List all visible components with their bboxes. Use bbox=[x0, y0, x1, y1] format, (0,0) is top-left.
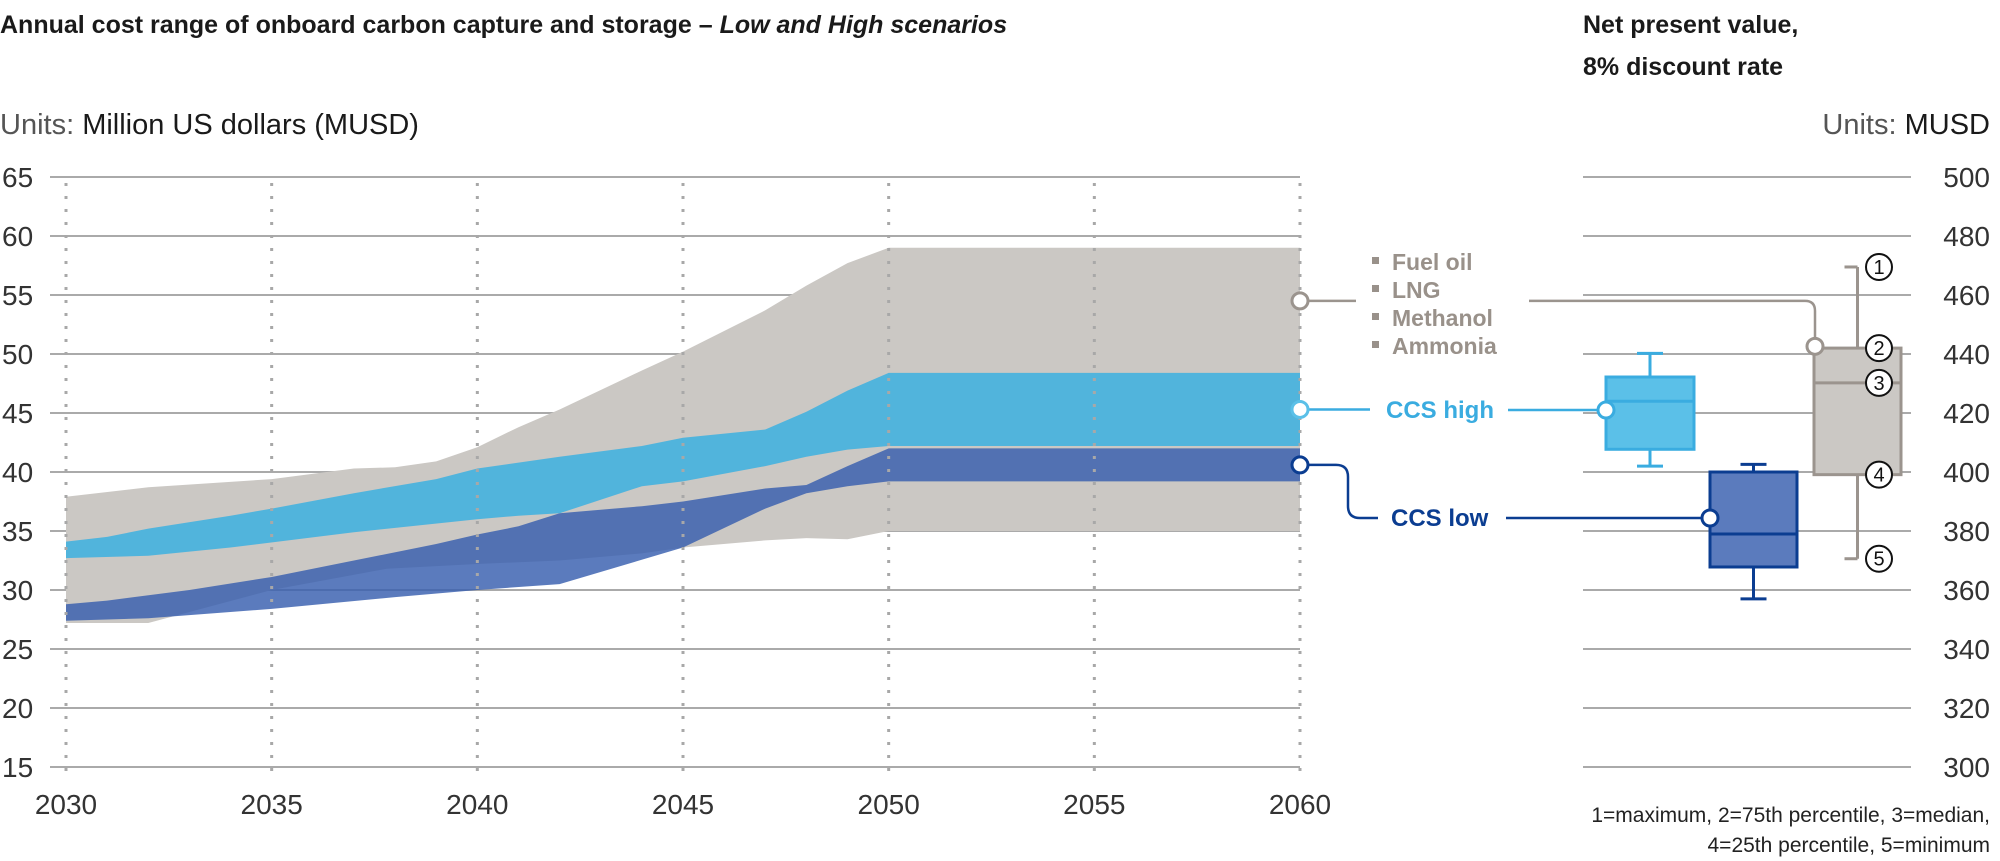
units-value: Million US dollars (MUSD) bbox=[82, 109, 419, 141]
label-ccs-high: CCS high bbox=[1386, 397, 1494, 424]
callout-dot-high bbox=[1290, 399, 1310, 419]
callout-connectors bbox=[1290, 291, 1825, 528]
vertical-dotted-gridlines bbox=[64, 183, 1302, 777]
marker-circle bbox=[1865, 334, 1893, 363]
y-tick-label: 40 bbox=[2, 457, 33, 488]
y-tick-label: 65 bbox=[2, 162, 33, 193]
x-tick-label: 2040 bbox=[446, 789, 508, 820]
bullet-icon bbox=[1372, 257, 1379, 264]
box-dot-fuel bbox=[1805, 336, 1825, 356]
callout-dot-low bbox=[1290, 455, 1310, 475]
iqr-box bbox=[1812, 346, 1903, 477]
marker-5: 5 bbox=[1865, 544, 1893, 573]
right-units: Units: MUSD bbox=[1822, 109, 1990, 141]
right-y-axis: 500 480 460 440 420 400 380 360 340 320 300 bbox=[1943, 162, 1990, 783]
y-tick-label: 30 bbox=[2, 575, 33, 606]
y-tick-label: 20 bbox=[2, 693, 33, 724]
title-italic: Low and High scenarios bbox=[720, 11, 1008, 39]
marker-3: 3 bbox=[1865, 368, 1893, 397]
units-prefix: Units: bbox=[0, 109, 82, 141]
y-tick-label: 440 bbox=[1943, 339, 1990, 370]
connector-fuel-right bbox=[1529, 299, 1817, 347]
bullet-icon bbox=[1372, 285, 1379, 292]
legend-item-ammonia: Ammonia bbox=[1392, 333, 1497, 359]
title-main: Annual cost range of onboard carbon capt… bbox=[0, 11, 720, 39]
y-tick-label: 360 bbox=[1943, 575, 1990, 606]
box-plots bbox=[1604, 265, 1903, 601]
y-tick-label: 300 bbox=[1943, 752, 1990, 783]
marker-circle bbox=[1865, 544, 1893, 573]
percentile-markers: 1 2 3 4 5 bbox=[1865, 252, 1893, 573]
y-tick-label: 380 bbox=[1943, 516, 1990, 547]
callout-dot-fuel bbox=[1290, 291, 1310, 311]
x-tick-label: 2030 bbox=[35, 789, 97, 820]
y-tick-label: 500 bbox=[1943, 162, 1990, 193]
y-tick-label: 400 bbox=[1943, 457, 1990, 488]
marker-circle bbox=[1865, 460, 1893, 489]
marker-circle bbox=[1865, 368, 1893, 397]
y-tick-label: 320 bbox=[1943, 693, 1990, 724]
left-chart-title: Annual cost range of onboard carbon capt… bbox=[0, 11, 1007, 39]
range-areas bbox=[66, 247, 1300, 624]
legend-item-methanol: Methanol bbox=[1392, 305, 1493, 331]
area-high bbox=[66, 372, 1300, 559]
x-axis: 2030 2035 2040 2045 2050 2055 2060 bbox=[35, 789, 1331, 820]
legend-item-lng: LNG bbox=[1392, 277, 1441, 303]
y-tick-label: 480 bbox=[1943, 221, 1990, 252]
marker-number: 1 bbox=[1873, 257, 1884, 279]
y-tick-label: 340 bbox=[1943, 634, 1990, 665]
box-high bbox=[1604, 351, 1696, 468]
y-tick-label: 35 bbox=[2, 516, 33, 547]
label-ccs-low: CCS low bbox=[1391, 505, 1489, 532]
footnote-line1: 1=maximum, 2=75th percentile, 3=median, bbox=[1591, 804, 1990, 827]
iqr-box bbox=[1708, 470, 1799, 569]
y-tick-label: 460 bbox=[1943, 280, 1990, 311]
y-tick-label: 15 bbox=[2, 752, 33, 783]
units-prefix: Units: bbox=[1822, 109, 1904, 141]
marker-1: 1 bbox=[1865, 252, 1893, 281]
box-dot-low bbox=[1700, 508, 1720, 528]
marker-number: 3 bbox=[1873, 373, 1884, 395]
y-tick-label: 50 bbox=[2, 339, 33, 370]
bullet-icon bbox=[1372, 313, 1379, 320]
y-tick-label: 25 bbox=[2, 634, 33, 665]
x-tick-label: 2060 bbox=[1269, 789, 1331, 820]
y-tick-label: 420 bbox=[1943, 398, 1990, 429]
marker-number: 4 bbox=[1873, 465, 1884, 487]
footnote-line2: 4=25th percentile, 5=minimum bbox=[1708, 834, 1991, 857]
marker-4: 4 bbox=[1865, 460, 1893, 489]
legend-item-fuel-oil: Fuel oil bbox=[1392, 249, 1473, 275]
legend-fuel: Fuel oil LNG Methanol Ammonia bbox=[1372, 249, 1497, 359]
x-tick-label: 2045 bbox=[652, 789, 714, 820]
right-chart-title-line1: Net present value, bbox=[1583, 11, 1798, 39]
right-chart-title-line2: 8% discount rate bbox=[1583, 53, 1783, 81]
box-fuel bbox=[1812, 265, 1903, 561]
left-units: Units: Million US dollars (MUSD) bbox=[0, 109, 419, 141]
marker-2: 2 bbox=[1865, 334, 1893, 363]
marker-circle bbox=[1865, 252, 1893, 281]
y-tick-label: 60 bbox=[2, 221, 33, 252]
y-tick-label: 45 bbox=[2, 398, 33, 429]
x-tick-label: 2035 bbox=[241, 789, 303, 820]
marker-number: 2 bbox=[1873, 338, 1884, 360]
iqr-box bbox=[1604, 375, 1696, 451]
x-tick-label: 2055 bbox=[1063, 789, 1125, 820]
box-dot-high bbox=[1596, 400, 1616, 420]
y-tick-label: 55 bbox=[2, 280, 33, 311]
bullet-icon bbox=[1372, 341, 1379, 348]
box-low bbox=[1708, 462, 1799, 601]
units-value: MUSD bbox=[1905, 109, 1990, 141]
left-y-axis: 65 60 55 50 45 40 35 30 25 20 15 bbox=[2, 162, 33, 783]
connector-low-left bbox=[1300, 463, 1378, 520]
x-tick-label: 2050 bbox=[858, 789, 920, 820]
marker-number: 5 bbox=[1873, 549, 1884, 571]
